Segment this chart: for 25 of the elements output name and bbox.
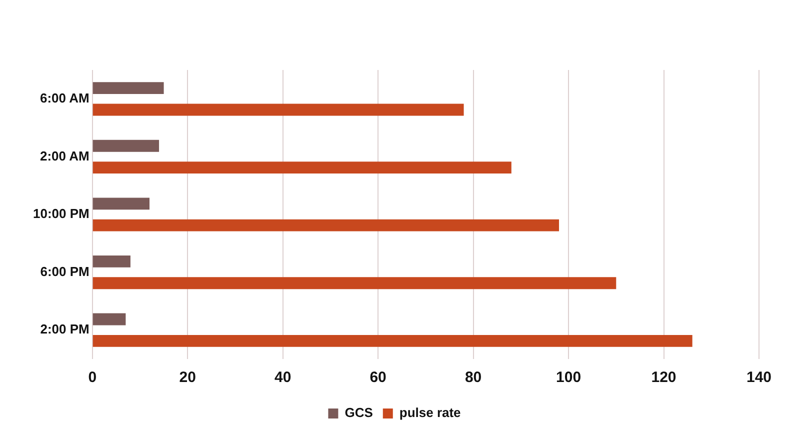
bar xyxy=(92,313,126,326)
x-tick-label: 0 xyxy=(88,369,97,386)
x-tick-label: 140 xyxy=(746,369,772,386)
y-tick-label: 6:00 AM xyxy=(40,90,90,106)
bar xyxy=(92,334,692,347)
legend-label: GCS xyxy=(344,405,374,420)
bar xyxy=(92,82,164,94)
legend-label: pulse rate xyxy=(399,405,461,420)
x-tick-label: 40 xyxy=(274,369,292,386)
x-tick-label: 120 xyxy=(651,369,676,386)
bar xyxy=(92,104,464,116)
y-tick-label: 10:00 PM xyxy=(32,206,90,222)
y-tick-label: 2:00 PM xyxy=(40,322,90,337)
x-tick-label: 80 xyxy=(464,369,482,386)
x-tick-label: 20 xyxy=(179,369,196,386)
bar xyxy=(92,198,150,210)
bar xyxy=(92,219,560,232)
y-tick-label: 6:00 PM xyxy=(40,264,90,279)
bar xyxy=(92,277,616,290)
bar xyxy=(92,162,512,174)
y-tick-label: 2:00 AM xyxy=(40,148,90,164)
x-tick-label: 100 xyxy=(556,369,582,386)
bar xyxy=(92,256,130,268)
x-tick-label: 60 xyxy=(370,369,386,386)
bar xyxy=(92,140,160,152)
